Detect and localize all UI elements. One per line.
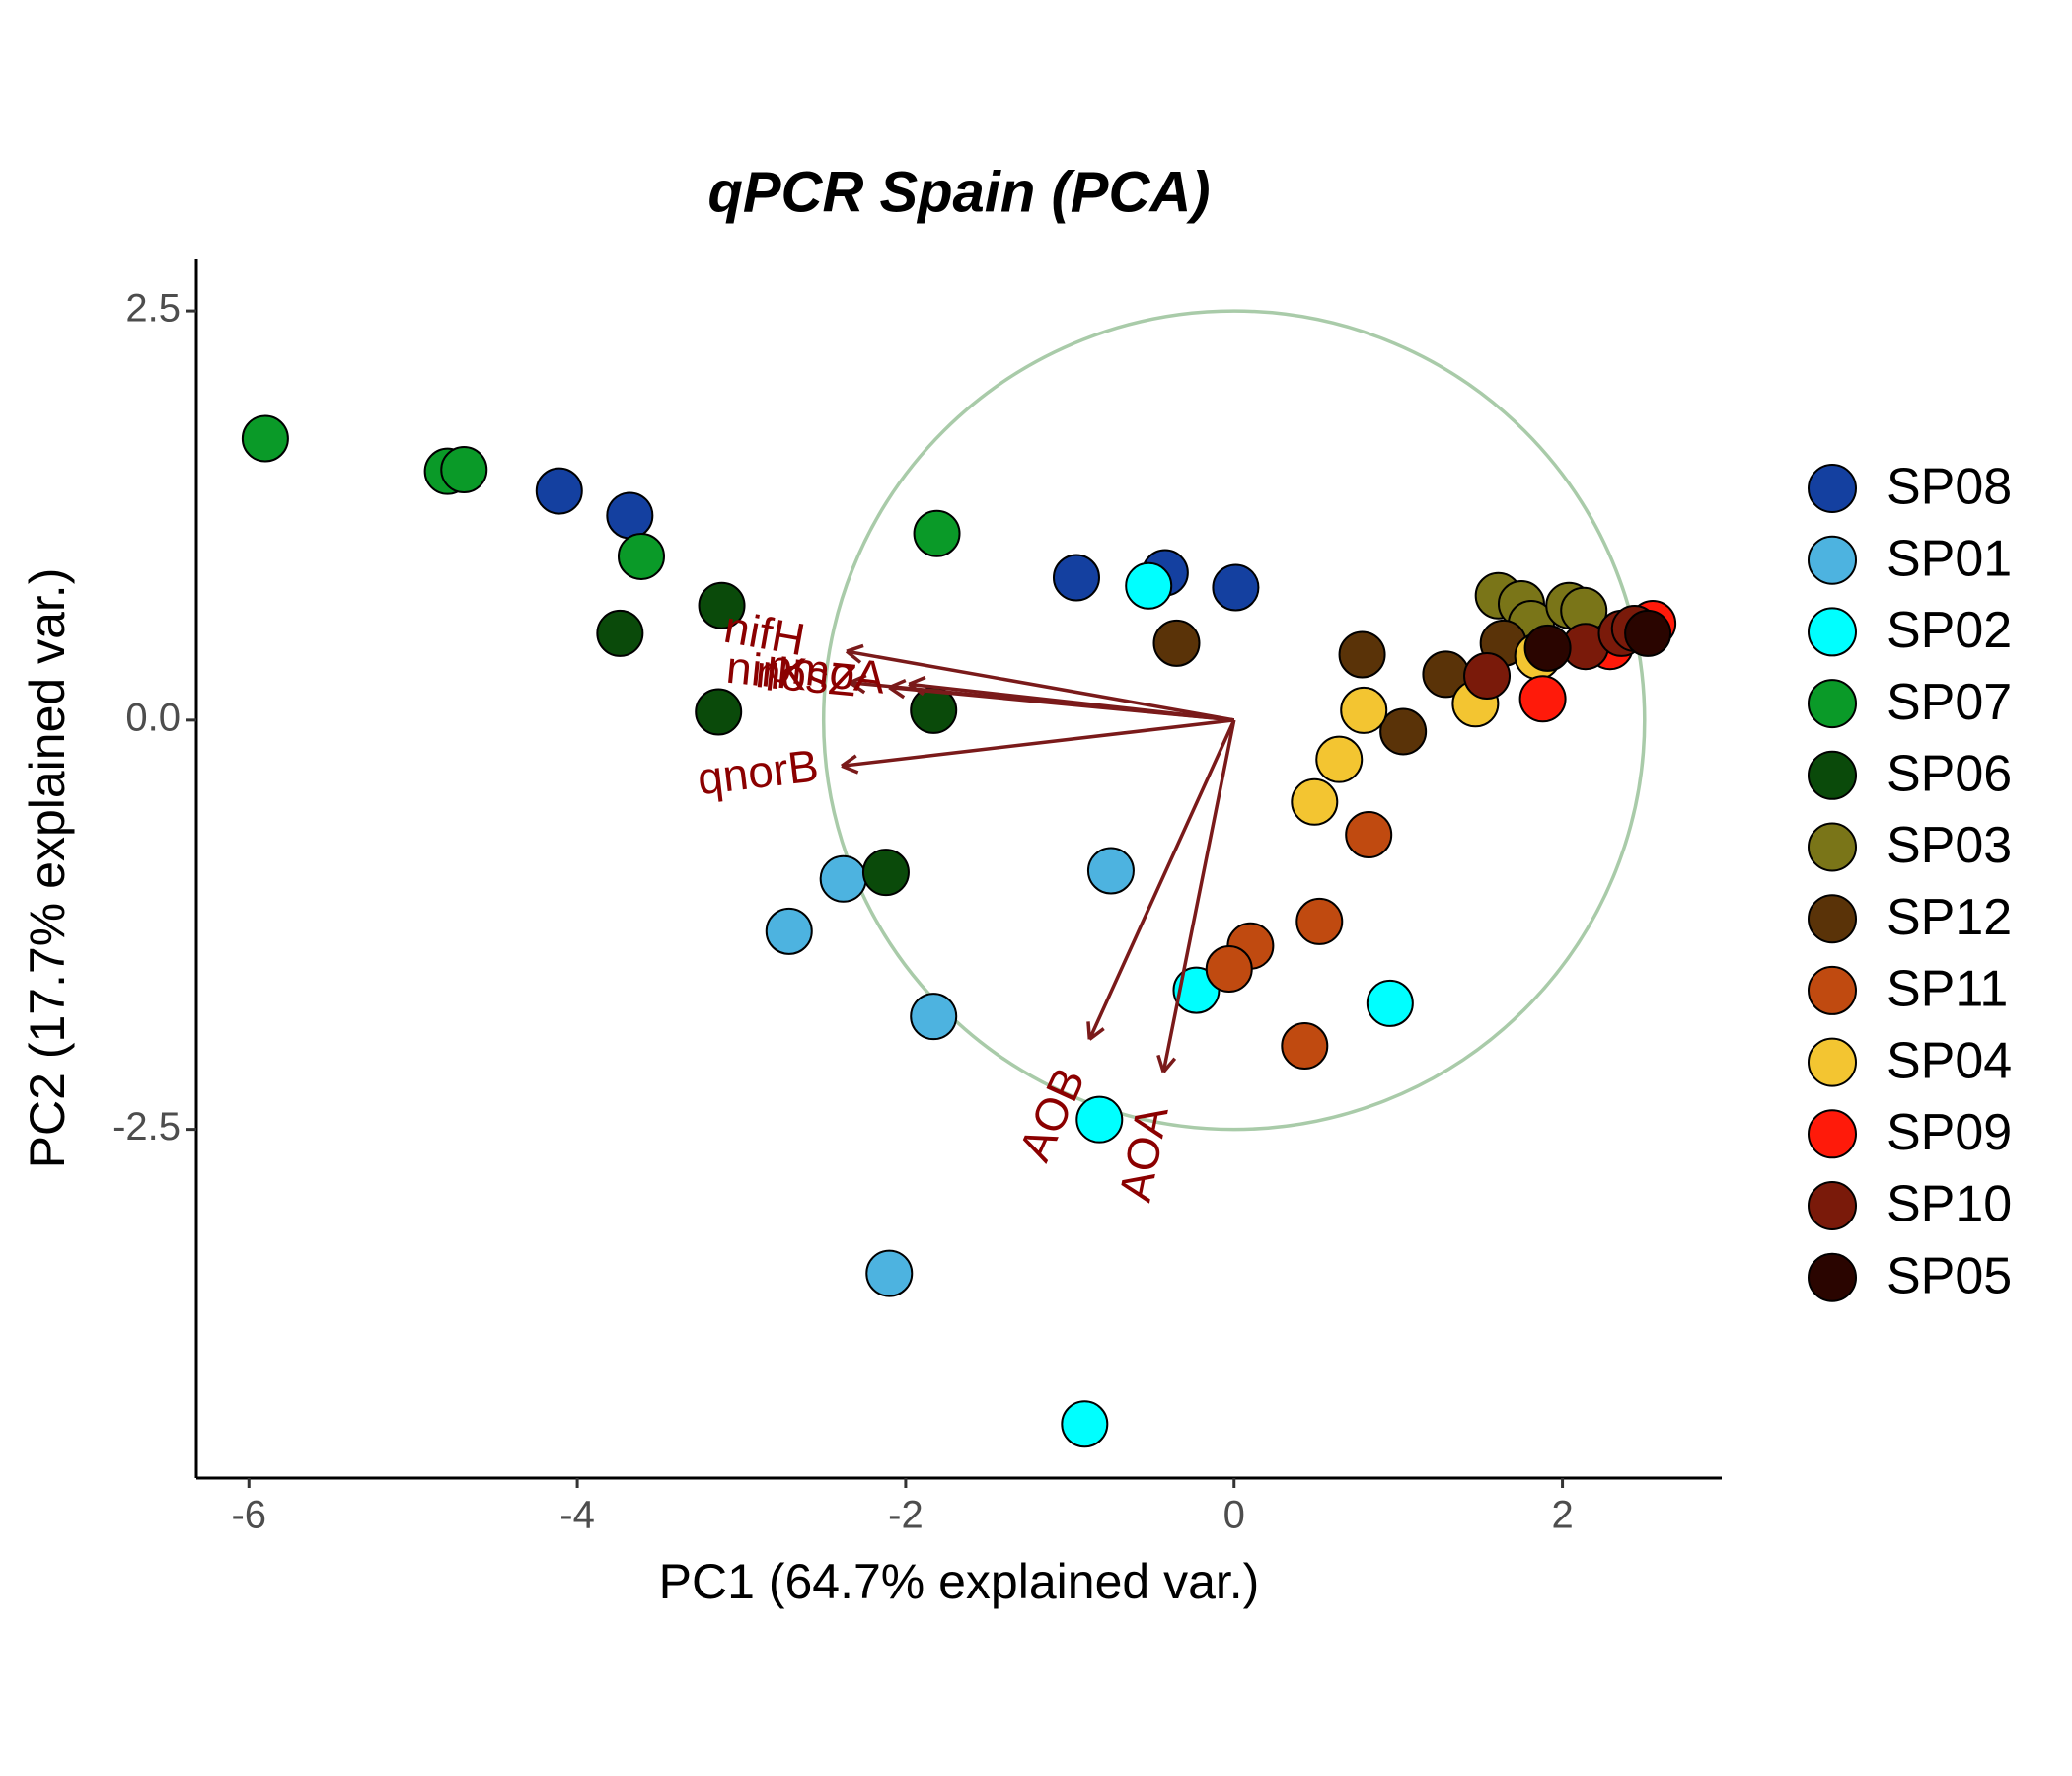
legend-swatch (1808, 1181, 1857, 1230)
point (440, 446, 488, 494)
arrow-head (888, 686, 906, 700)
point (1340, 686, 1388, 734)
point (695, 688, 743, 736)
loading-arrow (1087, 719, 1236, 1041)
x-tick-label: -2 (888, 1494, 924, 1537)
legend-label: SP08 (1887, 459, 2012, 516)
point (765, 907, 813, 955)
point (913, 509, 961, 557)
point (1315, 735, 1364, 783)
point (1291, 777, 1339, 826)
point (1281, 1022, 1329, 1071)
point (1624, 609, 1672, 657)
legend-label: SP10 (1887, 1176, 2012, 1233)
legend-label: SP01 (1887, 530, 2012, 587)
legend-label: SP11 (1887, 961, 2008, 1018)
point (1379, 707, 1428, 756)
legend-label: SP12 (1887, 889, 2012, 946)
x-tick-label: 2 (1551, 1494, 1573, 1537)
arrow-head (849, 674, 867, 685)
point (1212, 563, 1260, 612)
legend-label: SP09 (1887, 1104, 2012, 1161)
y-tick-label: 2.5 (125, 287, 181, 331)
y-tick-label: -2.5 (112, 1105, 181, 1148)
arrow-head (841, 764, 859, 775)
x-tick-label: 0 (1223, 1494, 1245, 1537)
point (1061, 1400, 1109, 1448)
legend-label: SP05 (1887, 1247, 2012, 1304)
legend-label: SP03 (1887, 817, 2012, 874)
arrow-head (841, 754, 857, 768)
legend-swatch (1808, 1109, 1857, 1159)
arrow-head (1086, 1021, 1092, 1040)
arrow-head (908, 682, 925, 697)
point (1205, 945, 1253, 994)
arrow-head (1088, 1027, 1105, 1041)
loading-arrow (909, 682, 1234, 722)
loading-label: nosZ (754, 645, 859, 705)
point (1463, 652, 1512, 701)
point (1125, 561, 1173, 610)
loading-arrow (846, 649, 1235, 722)
arrow-head (888, 678, 907, 690)
point (241, 414, 289, 463)
point (606, 491, 654, 540)
legend-label: SP07 (1887, 674, 2012, 731)
loading-arrow (841, 718, 1234, 769)
point (698, 581, 746, 629)
x-tick-label: -4 (559, 1494, 595, 1537)
legend-swatch (1808, 965, 1857, 1015)
arrow-head (1161, 1057, 1177, 1073)
arrow-head (908, 675, 926, 686)
loading-label: nirK (724, 641, 810, 701)
arrow-head (845, 649, 862, 664)
legend-label: SP06 (1887, 746, 2012, 803)
point (865, 1249, 914, 1297)
legend-swatch (1808, 464, 1857, 513)
point (1518, 675, 1567, 723)
arrow-head (849, 681, 866, 695)
arrow-head (846, 643, 864, 653)
point (910, 993, 958, 1041)
point (596, 609, 644, 657)
x-axis-title: PC1 (64.7% explained var.) (659, 1554, 1260, 1609)
legend-swatch (1808, 679, 1857, 729)
point (1086, 847, 1135, 895)
loading-label: qnorB (695, 739, 821, 804)
legend-swatch (1808, 1252, 1857, 1302)
legend-label: SP02 (1887, 602, 2012, 659)
point (1295, 897, 1344, 945)
point (1345, 810, 1393, 858)
point (819, 854, 867, 903)
legend-swatch (1808, 607, 1857, 657)
point (1075, 1095, 1124, 1144)
y-tick-label: 0.0 (125, 696, 181, 739)
point (1366, 979, 1414, 1027)
point (861, 849, 910, 897)
loading-arrow (1161, 719, 1236, 1073)
y-axis-title: PC2 (17.7% explained var.) (20, 568, 75, 1169)
legend-swatch (1808, 1037, 1857, 1087)
legend-swatch (1808, 822, 1857, 872)
x-tick-label: -6 (231, 1494, 266, 1537)
correlation-circle (821, 309, 1647, 1132)
point (617, 532, 665, 580)
legend-swatch (1808, 894, 1857, 944)
point (1152, 619, 1201, 667)
arrow-head (1156, 1054, 1165, 1073)
legend-swatch (1808, 750, 1857, 800)
point (1338, 630, 1386, 679)
legend-swatch (1808, 535, 1857, 585)
point (535, 467, 583, 515)
point (1052, 554, 1100, 602)
chart-title: qPCR Spain (PCA) (707, 160, 1210, 224)
point (1523, 624, 1572, 672)
legend-label: SP04 (1887, 1032, 2012, 1089)
